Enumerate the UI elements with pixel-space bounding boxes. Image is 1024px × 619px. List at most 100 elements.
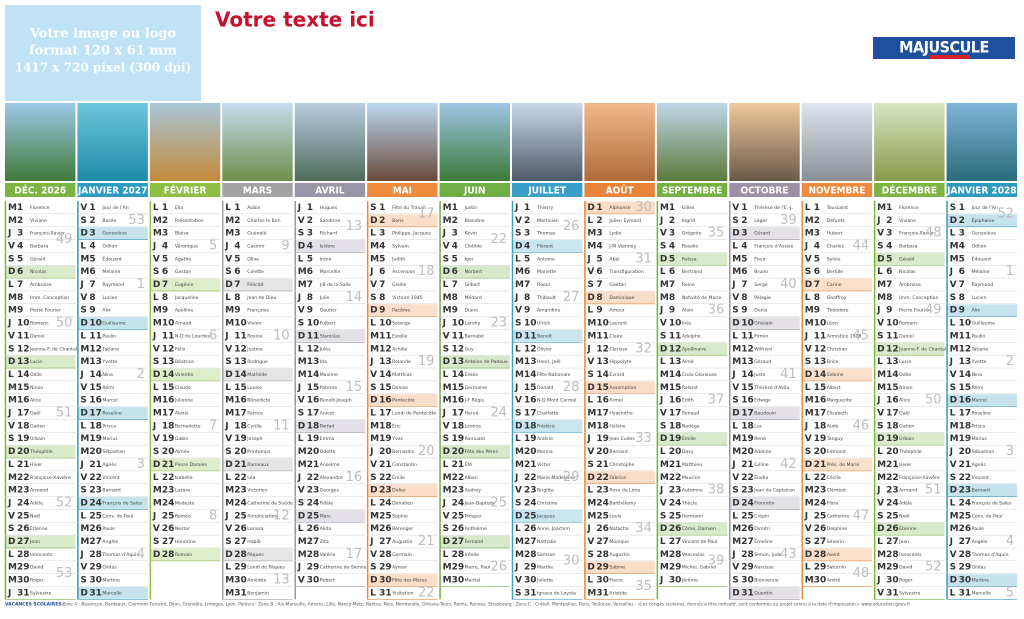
day-number: 17 [89,409,102,419]
weekday: J [369,357,373,367]
day-number: 19 [524,434,537,444]
day-number: 27 [17,537,30,547]
day-number: 16 [162,396,175,406]
saint: Matthieu [682,462,702,468]
day-number: 5 [162,254,168,264]
day-number: 20 [886,447,899,457]
day-number: 14 [162,370,175,380]
saint: Alida [320,526,332,532]
sunday-band [585,201,655,214]
month-header [294,183,366,197]
sunday-band [6,265,76,278]
saint: Françoise-Xavière [899,474,940,481]
weekday: L [153,203,159,213]
day-number: 21 [17,460,30,470]
day-number: 24 [959,498,972,508]
day-number: 8 [669,293,675,303]
weekday: M [8,293,17,303]
month-header [222,183,293,197]
weekday: M [8,563,17,573]
day-number: 12 [89,344,102,354]
weekday: M [587,588,596,598]
saint: Aimée [175,448,190,455]
day-number: 17 [886,409,899,419]
day-number: 30 [596,576,609,586]
saint: Étienne [899,524,917,532]
weekday: J [804,241,808,251]
sunday-band [78,497,148,509]
day-number: 21 [234,460,247,470]
day-number: 20 [234,447,247,457]
weekday: M [8,306,17,316]
week-number: 17 [346,547,363,562]
weekday: D [660,524,667,534]
saint: Alexandre [320,475,343,481]
day-number: 7 [379,280,385,290]
weekday: S [370,473,376,483]
saint: Odilon [972,243,987,249]
saint: Visitation [392,590,413,596]
saint: Adèle [899,499,912,506]
weekday: L [877,357,883,367]
day-number: 8 [524,293,530,303]
weekday: L [80,331,86,341]
day-number: 31 [17,588,30,598]
weekday: S [950,563,956,573]
saint: Anne, Joachim [537,526,570,532]
weekday: J [731,280,735,290]
day-number: 18 [814,421,827,431]
saint: Solange [392,321,411,327]
weekday: J [297,293,301,303]
saint: Rodrigue [247,359,268,365]
day-number: 8 [307,293,313,303]
saint: Frédéric [537,422,556,429]
month-name: FÉVRIER [164,184,207,197]
saint: Zita [320,539,329,545]
sunday-band [802,368,873,381]
weekday: L [225,203,231,213]
day-number: 22 [17,473,30,483]
weekday: J [949,447,953,457]
weekday: V [153,254,160,264]
day-number: 6 [17,267,23,277]
saint: Jacques [536,513,555,519]
day-number: 23 [959,486,972,496]
weekday: L [877,447,883,457]
weekday: M [877,203,886,213]
sunday-band [802,458,873,471]
saint: Barbara [899,243,917,249]
weekday: S [153,537,159,547]
day-number: 24 [452,498,465,508]
weekday: D [877,344,884,354]
month-photo [222,103,293,181]
weekday: D [877,524,884,534]
day-number: 2 [524,216,530,226]
weekday: L [225,383,231,393]
weekday: D [153,460,160,470]
week-number: 46 [853,418,870,433]
day-number: 18 [307,421,320,431]
day-number: 2 [17,216,23,226]
day-number: 21 [814,460,827,470]
weekday: L [587,486,593,496]
week-number: 41 [780,367,797,382]
day-number: 19 [379,434,392,444]
weekday: J [7,319,11,329]
day-number: 29 [741,563,754,573]
saint: Sébastien [972,448,995,455]
day-number: 20 [162,447,175,457]
weekday: V [443,421,450,431]
weekday: L [298,254,304,264]
saint: Kévin [465,230,478,237]
weekday: J [442,498,446,508]
day-number: 4 [959,241,965,251]
day-number: 25 [307,511,320,521]
sunday-band [6,355,76,368]
saint: Irène [320,255,332,262]
sunday-band [78,317,148,329]
saint: Sylvestre [30,590,51,596]
month-photo [801,103,873,181]
saint: Roger [899,578,913,584]
saint: Édouard [972,254,991,262]
day-number: 18 [886,421,899,431]
